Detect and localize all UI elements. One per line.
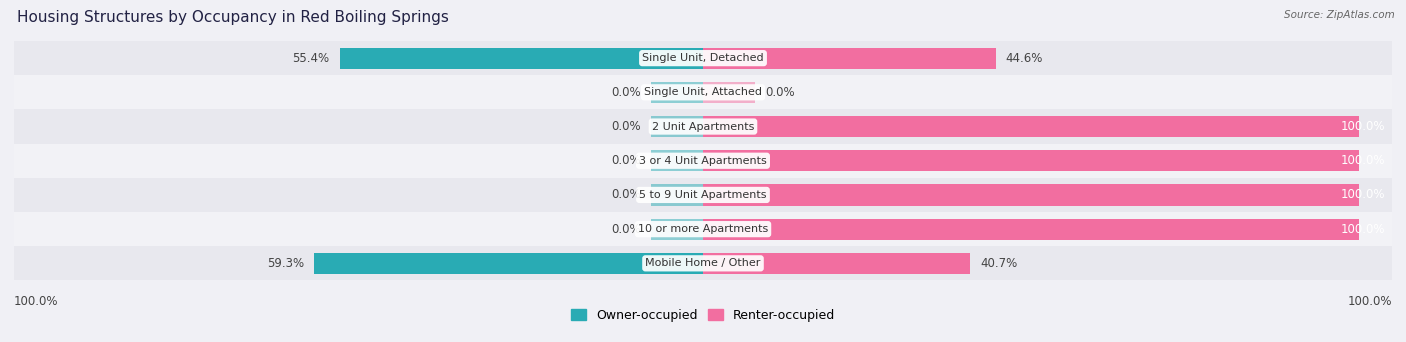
Text: 100.0%: 100.0% (1341, 188, 1385, 201)
Text: 100.0%: 100.0% (1341, 223, 1385, 236)
Text: 100.0%: 100.0% (1347, 295, 1392, 308)
Text: 100.0%: 100.0% (1341, 154, 1385, 167)
Text: 0.0%: 0.0% (765, 86, 794, 99)
Text: 59.3%: 59.3% (267, 257, 304, 270)
Text: Single Unit, Attached: Single Unit, Attached (644, 87, 762, 97)
Bar (651, 82, 703, 103)
Text: Single Unit, Detached: Single Unit, Detached (643, 53, 763, 63)
Text: Mobile Home / Other: Mobile Home / Other (645, 258, 761, 268)
Bar (703, 82, 755, 103)
Text: 0.0%: 0.0% (612, 120, 641, 133)
Text: 0.0%: 0.0% (612, 154, 641, 167)
Bar (703, 219, 1360, 240)
Bar (14, 212, 1392, 246)
Text: 5 to 9 Unit Apartments: 5 to 9 Unit Apartments (640, 190, 766, 200)
Bar (14, 41, 1392, 75)
Bar (14, 246, 1392, 280)
Bar (14, 75, 1392, 109)
Bar (651, 150, 703, 171)
Bar (703, 150, 1360, 171)
Bar (703, 184, 1360, 206)
Text: 40.7%: 40.7% (980, 257, 1017, 270)
Text: 0.0%: 0.0% (612, 86, 641, 99)
Text: 100.0%: 100.0% (1341, 120, 1385, 133)
Text: 44.6%: 44.6% (1005, 52, 1043, 65)
Bar (651, 184, 703, 206)
Bar (651, 116, 703, 137)
Bar (703, 253, 970, 274)
Text: 0.0%: 0.0% (612, 223, 641, 236)
Text: Source: ZipAtlas.com: Source: ZipAtlas.com (1284, 10, 1395, 20)
Text: 0.0%: 0.0% (612, 188, 641, 201)
Bar (339, 48, 703, 69)
Bar (14, 178, 1392, 212)
Bar (14, 144, 1392, 178)
Bar (314, 253, 703, 274)
Bar (651, 219, 703, 240)
Text: Housing Structures by Occupancy in Red Boiling Springs: Housing Structures by Occupancy in Red B… (17, 10, 449, 25)
Bar (703, 48, 995, 69)
Text: 55.4%: 55.4% (292, 52, 329, 65)
Bar (703, 116, 1360, 137)
Bar (14, 109, 1392, 144)
Text: 100.0%: 100.0% (14, 295, 59, 308)
Text: 3 or 4 Unit Apartments: 3 or 4 Unit Apartments (640, 156, 766, 166)
Text: 2 Unit Apartments: 2 Unit Apartments (652, 121, 754, 132)
Legend: Owner-occupied, Renter-occupied: Owner-occupied, Renter-occupied (567, 304, 839, 327)
Text: 10 or more Apartments: 10 or more Apartments (638, 224, 768, 234)
